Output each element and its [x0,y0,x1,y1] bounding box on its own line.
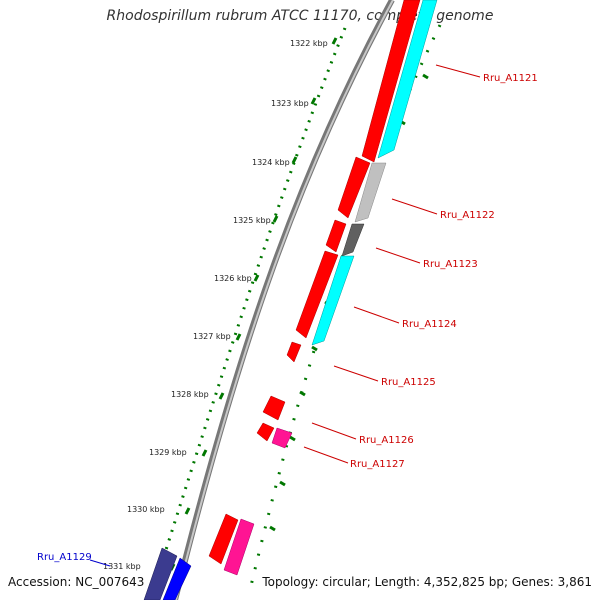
gene-label-rru-a1126[interactable]: Rru_A1126 [359,435,414,446]
kbp-label: 1328 kbp [171,390,209,399]
genome-backbone [172,0,395,600]
ruler-labels: 1322 kbp 1323 kbp 1324 kbp 1325 kbp 1326… [103,39,328,571]
gene-cyan-2[interactable] [311,255,355,346]
gene-label-rru-a1124[interactable]: Rru_A1124 [402,319,457,330]
kbp-label: 1323 kbp [271,99,309,108]
ruler-dots-right [248,24,442,591]
gene-dark-gray[interactable] [341,223,365,257]
ruler-dots-left [148,27,347,600]
kbp-label: 1331 kbp [103,562,141,571]
gene-small-red-4[interactable] [256,422,275,442]
gene-small-red-1[interactable] [325,219,347,253]
gene-cyan-1[interactable] [377,0,438,159]
gene-pink-2[interactable] [223,518,255,576]
gene-label-rru-a1127[interactable]: Rru_A1127 [350,459,405,470]
kbp-label: 1324 kbp [252,158,290,167]
gene-rru-a1122-fwd[interactable] [337,156,371,219]
genome-backbone-highlight [175,0,394,600]
gene-label-rru-a1121[interactable]: Rru_A1121 [483,73,538,84]
kbp-label: 1322 kbp [290,39,328,48]
gene-label-rru-a1122[interactable]: Rru_A1122 [440,210,495,221]
gene-blue-cds[interactable] [162,557,192,600]
gene-red-lower[interactable] [208,513,239,565]
gene-labels: Rru_A1121 Rru_A1122 Rru_A1123 Rru_A1124 … [37,73,538,563]
gene-light-gray[interactable] [354,162,387,223]
kbp-label: 1329 kbp [149,448,187,457]
gene-rru-a1121[interactable] [361,0,421,163]
kbp-label: 1326 kbp [214,274,252,283]
gene-pink-1[interactable] [271,427,293,449]
gene-label-rru-a1123[interactable]: Rru_A1123 [423,259,478,270]
gene-label-rru-a1125[interactable]: Rru_A1125 [381,377,436,388]
callout-lines [89,64,481,567]
gene-rru-a1129[interactable] [143,547,178,600]
bottom-genes [143,547,192,600]
forward-cds-track [208,0,421,565]
map-title: Rhodospirillum rubrum ATCC 11170, comple… [106,8,494,24]
gene-rru-a1124-fwd[interactable] [295,250,339,339]
kbp-label: 1325 kbp [233,216,271,225]
reverse-cds-track [223,0,438,576]
kbp-label: 1327 kbp [193,332,231,341]
kbp-label: 1330 kbp [127,505,165,514]
genome-info-label: Topology: circular; Length: 4,352,825 bp… [262,575,592,589]
gene-small-red-2[interactable] [286,341,302,363]
accession-label: Accession: NC_007643 [8,575,145,589]
gene-small-red-3[interactable] [262,395,286,421]
gene-label-rru-a1129[interactable]: Rru_A1129 [37,552,92,563]
